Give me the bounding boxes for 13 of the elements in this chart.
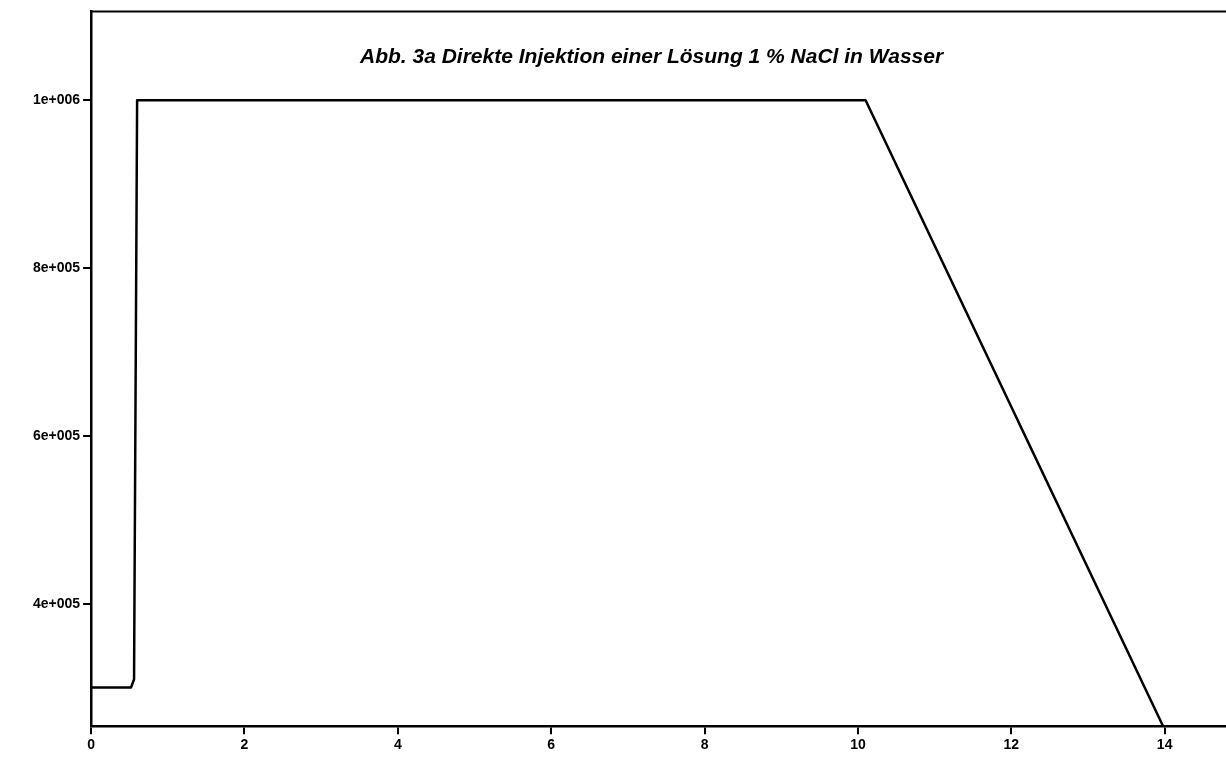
x-tick-label: 6 — [547, 736, 556, 753]
x-tick-label: 14 — [1156, 736, 1173, 753]
x-tick-label: 4 — [393, 736, 402, 753]
x-tick-label: 8 — [700, 736, 709, 753]
x-tick-label: 0 — [87, 736, 96, 753]
x-tick-label: 2 — [240, 736, 249, 753]
x-tick-label: 10 — [850, 736, 866, 753]
y-tick-label: 8e+005 — [33, 258, 81, 275]
y-tick-label: 4e+005 — [33, 594, 81, 611]
x-tick-label: 12 — [1003, 736, 1020, 753]
text: Abb. 3a Direkte Injektion einer Lösung 1 % NaCl in Wasser — [360, 44, 945, 68]
y-tick-label: 1e+006 — [33, 91, 81, 108]
y-tick-label: 6e+005 — [33, 426, 81, 443]
